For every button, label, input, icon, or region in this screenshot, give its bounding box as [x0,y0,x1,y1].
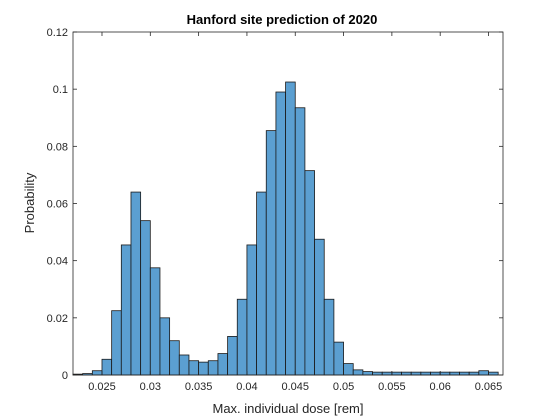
y-tick-label-6: 0.12 [47,27,68,39]
histogram-bar-29 [352,369,364,376]
histogram-bar-16 [227,336,238,376]
histogram-bar-37 [430,371,441,376]
y-axis-label: Probability [22,172,37,233]
x-tick-label-7: 0.06 [429,381,450,393]
histogram-bar-28 [343,363,354,376]
histogram-bar-14 [207,360,219,376]
histogram-bar-12 [188,360,200,376]
histogram-bar-30 [362,371,373,376]
histogram-bar-42 [478,370,489,376]
y-tick-label-5: 0.1 [53,84,68,96]
histogram-bar-38 [439,371,451,376]
histogram-bar-39 [449,371,460,376]
histogram-bar-4 [111,310,122,376]
histogram-bar-15 [217,353,229,376]
x-tick-label-1: 0.03 [140,381,161,393]
y-tick-label-3: 0.06 [47,199,68,211]
histogram-bar-11 [178,354,190,376]
histogram-bar-32 [381,371,393,376]
histogram-bar-19 [256,191,267,376]
histogram-bar-26 [323,298,335,376]
histogram-bar-35 [410,371,422,376]
histogram-bar-27 [333,341,344,376]
y-tick-label-2: 0.04 [47,256,68,268]
x-axis-label: Max. individual dose [rem] [212,401,363,416]
bars-group [72,81,499,376]
histogram-bar-9 [159,317,171,376]
histogram-bar-7 [140,220,151,376]
x-tick-label-8: 0.065 [475,381,503,393]
y-tick-label-0: 0 [62,370,68,382]
histogram-bar-10 [169,340,180,376]
histogram-bar-6 [130,191,142,376]
x-ticks-group: 0.025 0.03 0.035 0.04 0.045 0.05 0.055 0.06 0.06… [88,32,502,393]
chart-title: Hanford site prediction of 2020 [187,12,378,27]
histogram-bar-5 [120,244,132,376]
x-tick-label-3: 0.04 [236,381,257,393]
x-tick-label-2: 0.035 [185,381,213,393]
y-tick-label-4: 0.08 [47,141,68,153]
histogram-bar-31 [372,371,383,376]
histogram-bar-22 [285,81,296,376]
histogram-bar-24 [304,170,315,376]
histogram-bar-3 [101,358,113,376]
x-tick-label-6: 0.055 [378,381,406,393]
y-tick-label-1: 0.02 [47,313,68,325]
histogram-bar-20 [265,130,277,376]
histogram-bar-21 [275,91,286,376]
y-ticks-group: 0 0.02 0.04 0.06 0.08 0.1 0.12 [47,27,503,382]
histogram-bar-36 [420,371,431,376]
histogram-bar-33 [391,371,402,376]
x-tick-label-5: 0.05 [333,381,354,393]
histogram-bar-40 [459,371,470,376]
histogram-bar-18 [246,244,257,376]
histogram-bar-2 [91,370,103,376]
histogram-bar-41 [468,371,480,376]
histogram-bar-13 [198,361,209,376]
histogram-bar-25 [314,238,325,376]
histogram-bar-17 [236,298,248,376]
histogram-bar-8 [149,267,161,376]
x-tick-label-4: 0.045 [281,381,309,393]
histogram-bar-23 [294,107,306,376]
histogram-bar-34 [401,371,412,376]
x-tick-label-0: 0.025 [88,381,116,393]
histogram-bar-43 [488,371,499,376]
